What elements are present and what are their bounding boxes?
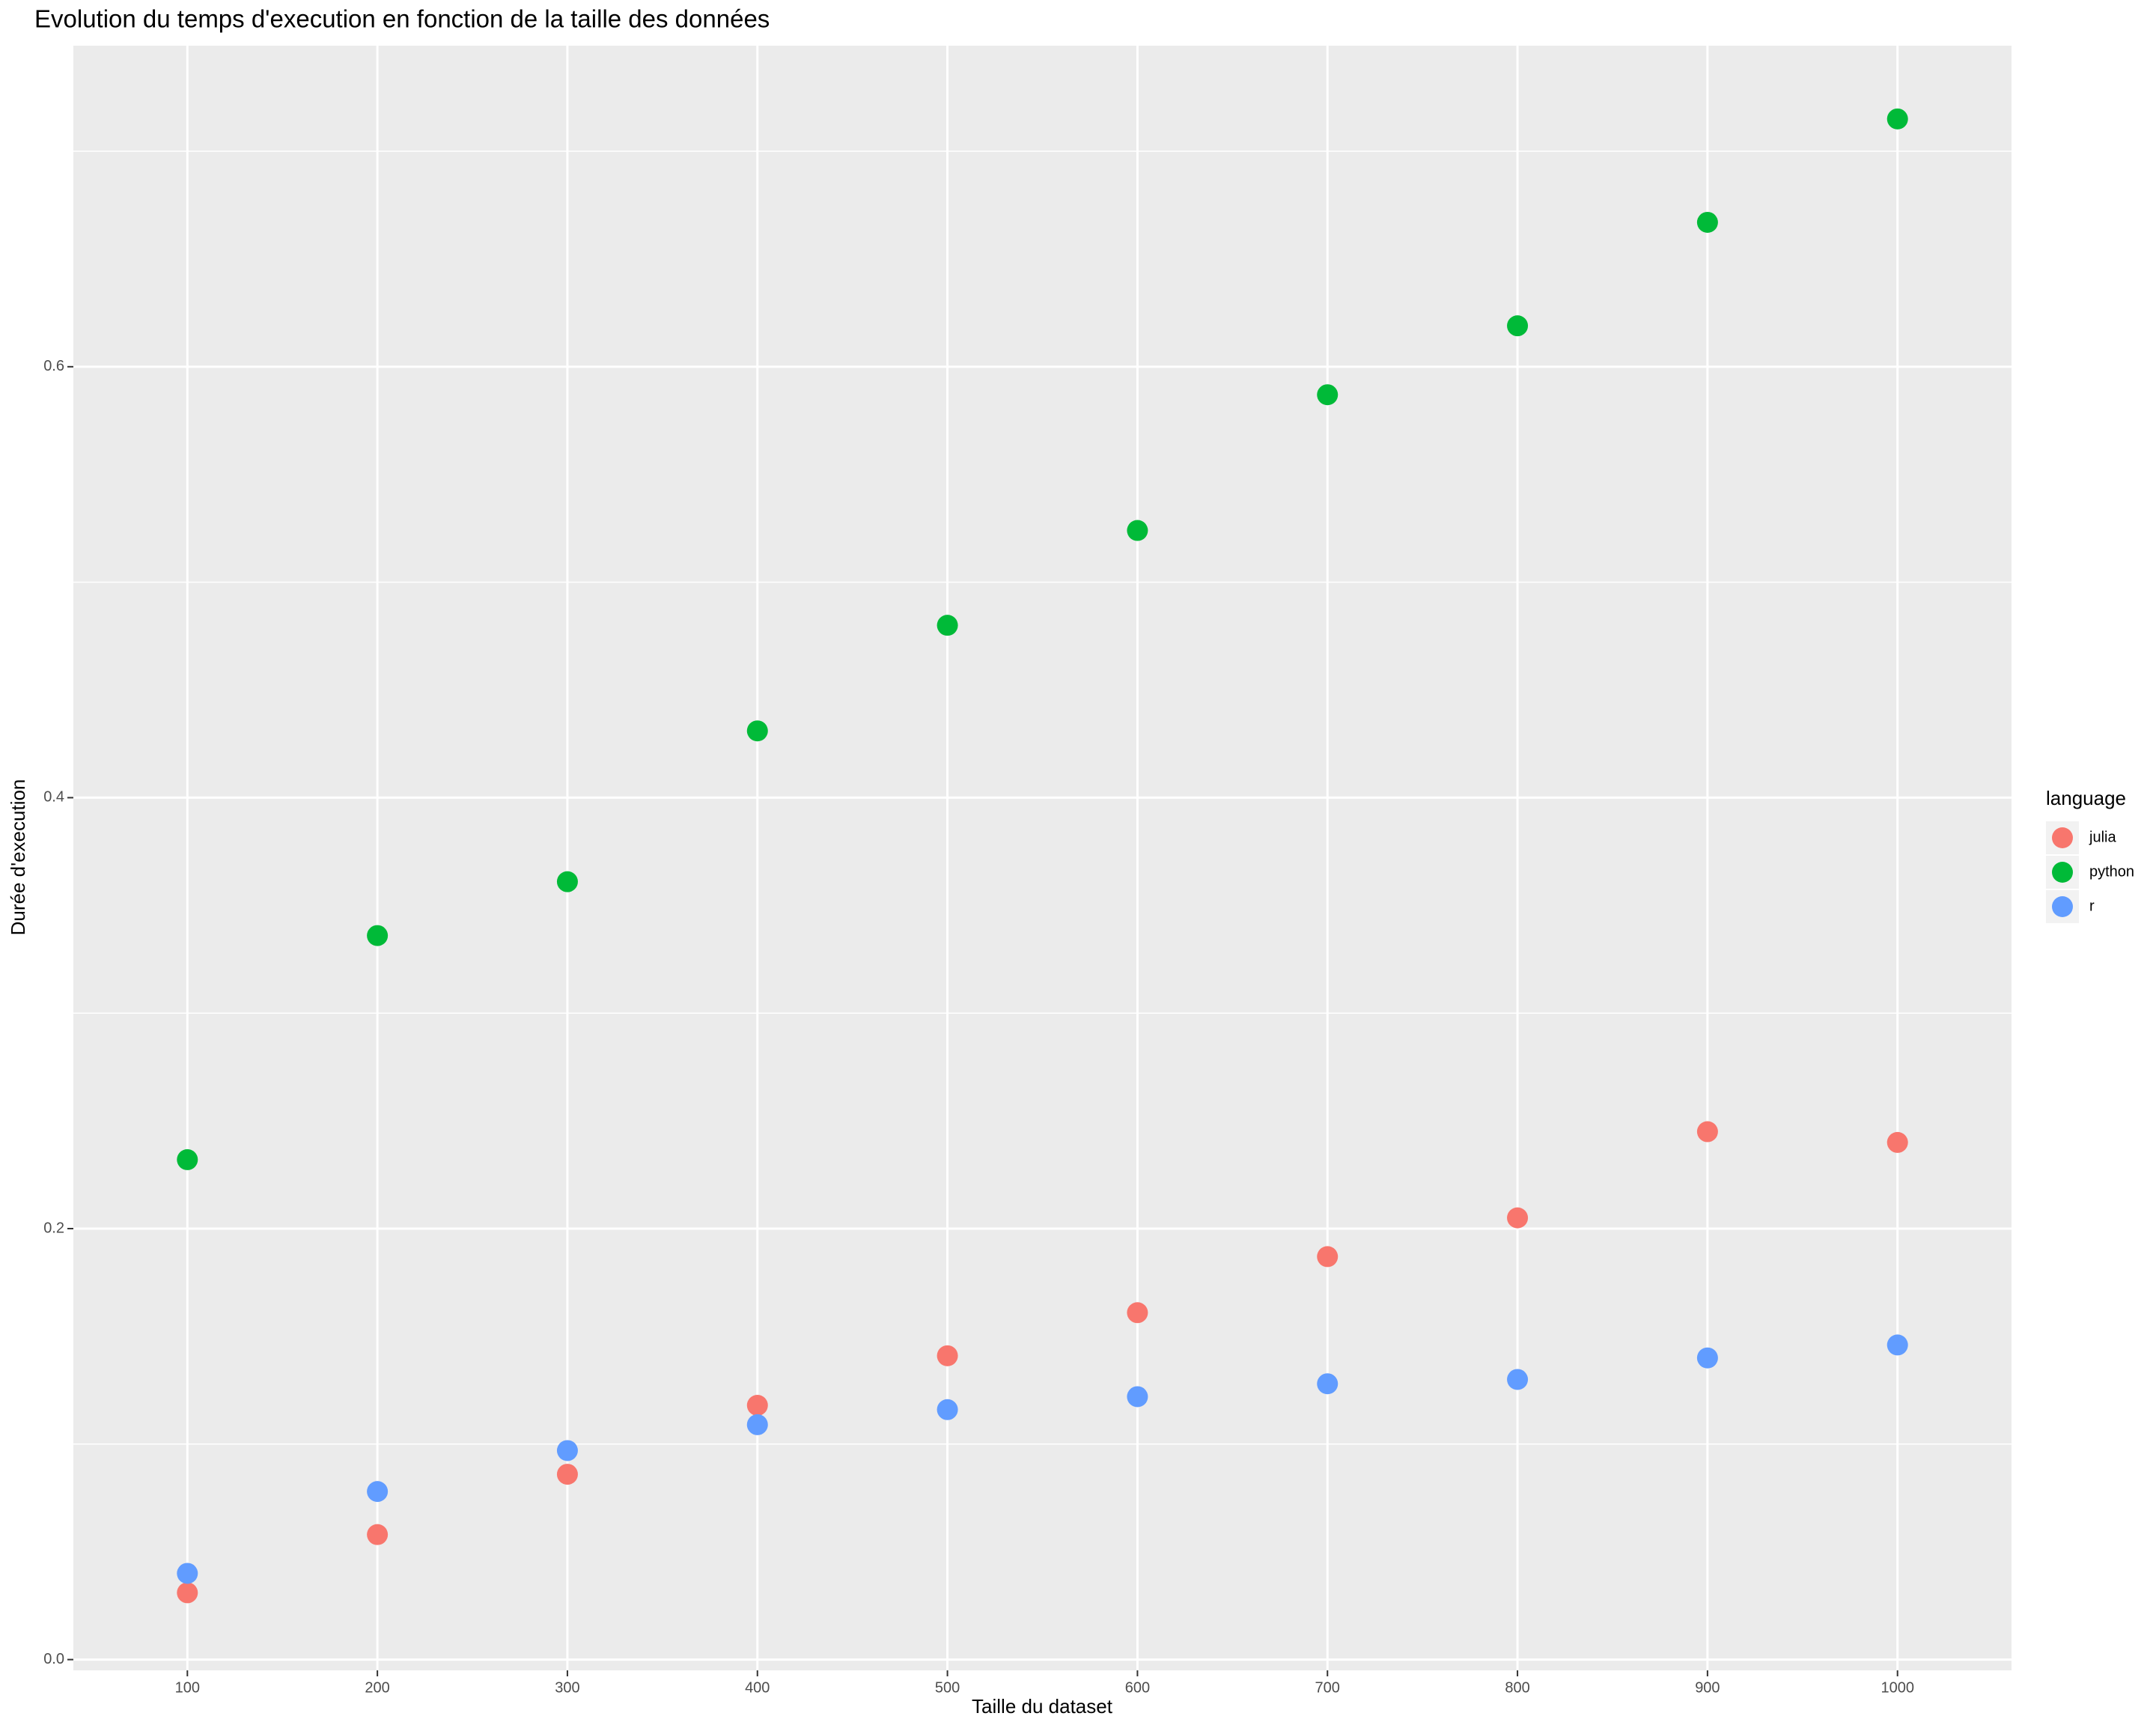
x-tick-label: 800 <box>1505 1679 1529 1696</box>
legend-label: r <box>2089 898 2095 914</box>
point <box>1696 1121 1718 1143</box>
y-tick-label: 0.0 <box>43 1651 64 1667</box>
x-tick-label: 900 <box>1695 1679 1720 1696</box>
point <box>556 871 578 892</box>
point <box>1696 1347 1718 1369</box>
point <box>746 720 768 742</box>
point <box>556 1464 578 1485</box>
point <box>937 1399 958 1420</box>
point <box>1317 1373 1339 1395</box>
y-axis-title: Durée d'execution <box>7 779 29 936</box>
point <box>1507 315 1529 337</box>
point <box>367 1481 389 1503</box>
y-tick-label: 0.6 <box>43 358 64 374</box>
x-tick-label: 500 <box>935 1679 960 1696</box>
point <box>1886 108 1908 130</box>
x-tick-label: 1000 <box>1881 1679 1914 1696</box>
plot-panel <box>73 46 2012 1670</box>
point <box>937 1345 958 1366</box>
point <box>937 615 958 636</box>
point <box>1317 384 1339 406</box>
point <box>1127 1386 1148 1408</box>
legend-label: python <box>2089 863 2134 880</box>
point <box>177 1582 198 1604</box>
point <box>1127 520 1148 541</box>
legend-key <box>2052 827 2073 848</box>
point <box>1127 1302 1148 1324</box>
x-axis-title: Taille du dataset <box>972 1695 1113 1718</box>
x-tick-label: 200 <box>365 1679 389 1696</box>
x-tick-label: 300 <box>555 1679 579 1696</box>
chart-title: Evolution du temps d'execution en foncti… <box>34 5 770 33</box>
x-tick-label: 600 <box>1125 1679 1150 1696</box>
point <box>556 1440 578 1461</box>
point <box>1317 1246 1339 1268</box>
point <box>746 1414 768 1435</box>
legend-title: language <box>2046 787 2126 809</box>
point <box>1886 1131 1908 1153</box>
point <box>746 1395 768 1417</box>
point <box>367 1524 389 1545</box>
point <box>367 925 389 946</box>
legend-label: julia <box>2089 829 2116 845</box>
point <box>1507 1369 1529 1390</box>
point <box>177 1149 198 1170</box>
x-tick-label: 400 <box>745 1679 770 1696</box>
point <box>177 1563 198 1584</box>
legend-key <box>2052 862 2073 883</box>
legend-key <box>2052 896 2073 917</box>
x-tick-label: 700 <box>1315 1679 1340 1696</box>
point <box>1507 1207 1529 1229</box>
point <box>1696 211 1718 233</box>
y-tick-label: 0.2 <box>43 1220 64 1236</box>
y-tick-label: 0.4 <box>43 789 64 806</box>
point <box>1886 1334 1908 1356</box>
x-tick-label: 100 <box>175 1679 200 1696</box>
